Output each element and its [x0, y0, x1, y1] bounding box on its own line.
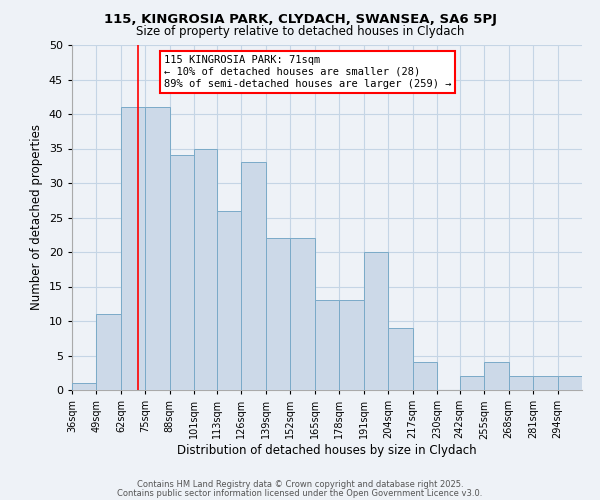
Bar: [290, 238, 315, 390]
Bar: [315, 300, 339, 390]
Bar: [121, 107, 145, 390]
Text: 115 KINGROSIA PARK: 71sqm
← 10% of detached houses are smaller (28)
89% of semi-: 115 KINGROSIA PARK: 71sqm ← 10% of detac…: [164, 56, 451, 88]
Bar: [388, 328, 413, 390]
Bar: [484, 362, 509, 390]
Bar: [241, 162, 266, 390]
Bar: [557, 376, 582, 390]
Text: 115, KINGROSIA PARK, CLYDACH, SWANSEA, SA6 5PJ: 115, KINGROSIA PARK, CLYDACH, SWANSEA, S…: [104, 12, 497, 26]
Text: Contains public sector information licensed under the Open Government Licence v3: Contains public sector information licen…: [118, 488, 482, 498]
Bar: [266, 238, 290, 390]
Y-axis label: Number of detached properties: Number of detached properties: [30, 124, 43, 310]
Bar: [509, 376, 533, 390]
X-axis label: Distribution of detached houses by size in Clydach: Distribution of detached houses by size …: [177, 444, 477, 457]
Bar: [217, 210, 241, 390]
Bar: [364, 252, 388, 390]
Bar: [145, 107, 170, 390]
Bar: [97, 314, 121, 390]
Bar: [413, 362, 437, 390]
Bar: [339, 300, 364, 390]
Bar: [460, 376, 484, 390]
Bar: [533, 376, 557, 390]
Bar: [170, 156, 194, 390]
Text: Contains HM Land Registry data © Crown copyright and database right 2025.: Contains HM Land Registry data © Crown c…: [137, 480, 463, 489]
Bar: [72, 383, 97, 390]
Bar: [194, 148, 217, 390]
Text: Size of property relative to detached houses in Clydach: Size of property relative to detached ho…: [136, 25, 464, 38]
